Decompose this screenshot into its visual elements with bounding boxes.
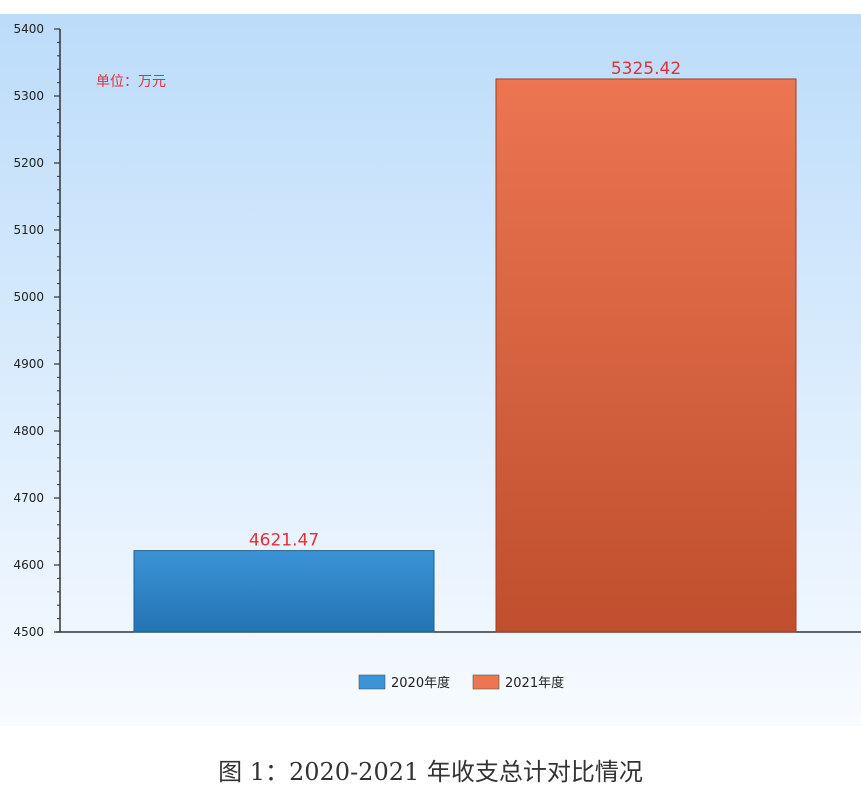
- data-label: 5325.42: [611, 59, 681, 79]
- y-tick-label: 5000: [13, 290, 44, 304]
- legend-label: 2020年度: [391, 675, 450, 691]
- unit-note: 单位：万元: [96, 74, 166, 90]
- y-tick-label: 4800: [13, 424, 44, 438]
- y-tick-label: 4700: [13, 491, 44, 505]
- y-tick-label: 5200: [13, 156, 44, 170]
- bar-chart: 4500 4600 4700 4800 4900 5000 5100 5200 5300 5400…: [0, 14, 861, 726]
- bar-2020年度: [133, 550, 435, 633]
- y-tick-label: 5100: [13, 223, 44, 237]
- data-label: 4621.47: [249, 531, 319, 551]
- y-tick-label: 4500: [13, 625, 44, 639]
- legend-swatch: [472, 674, 500, 690]
- legend-swatch: [358, 674, 386, 690]
- chart-area: 4500 4600 4700 4800 4900 5000 5100 5200 5300 5400…: [0, 14, 861, 726]
- figure-caption: 图 1：2020-2021 年收支总计对比情况: [218, 758, 643, 786]
- y-tick-label: 5300: [13, 89, 44, 103]
- bar-2021年度: [495, 78, 797, 633]
- y-tick-label: 4600: [13, 558, 44, 572]
- y-tick-label: 4900: [13, 357, 44, 371]
- legend-label: 2021年度: [505, 675, 564, 691]
- y-tick-label: 5400: [13, 22, 44, 36]
